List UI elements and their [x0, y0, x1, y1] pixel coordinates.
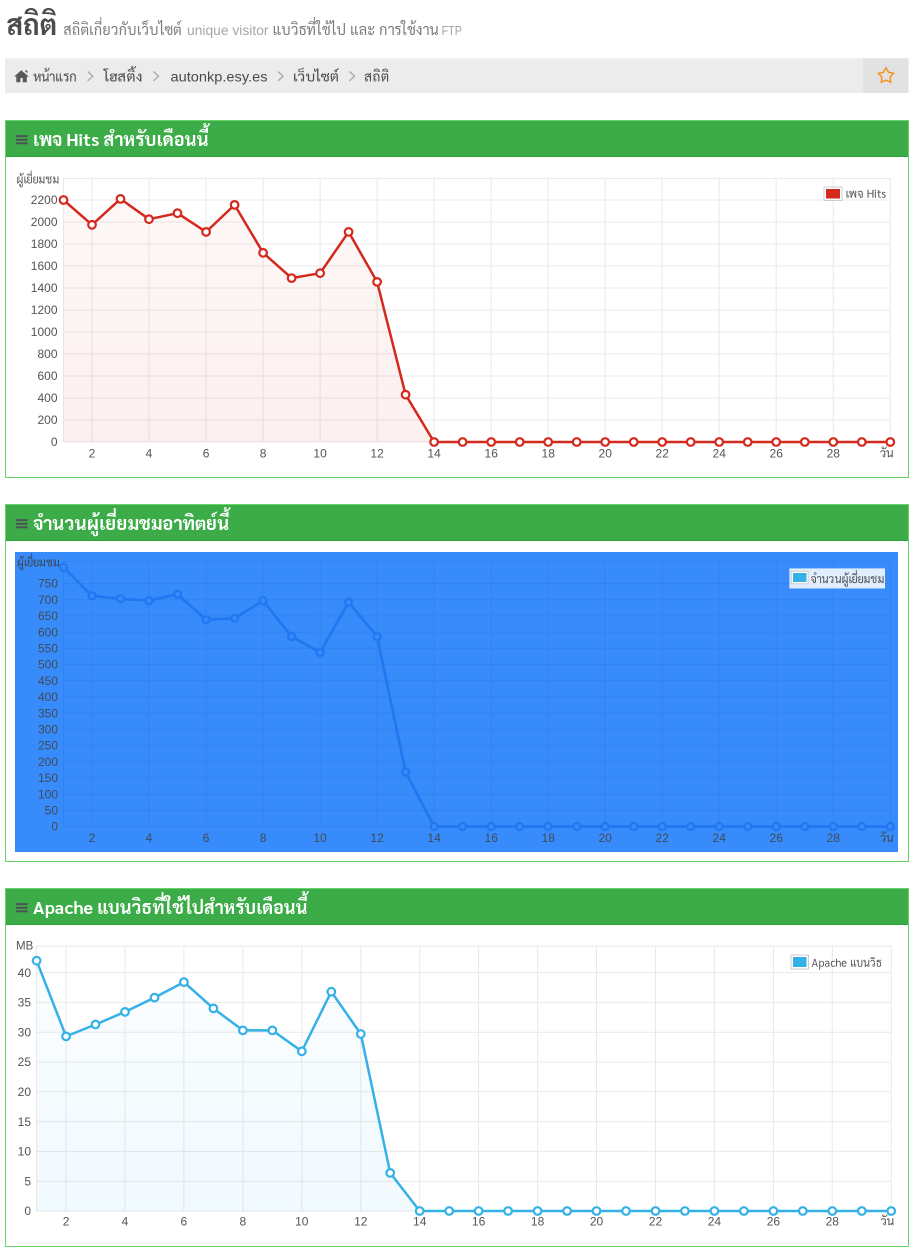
- svg-text:200: 200: [37, 413, 57, 427]
- svg-text:14: 14: [413, 1214, 427, 1228]
- svg-text:FTP: FTP: [442, 24, 463, 38]
- svg-text:22: 22: [656, 446, 670, 460]
- svg-text:550: 550: [38, 642, 58, 656]
- svg-text:MB: MB: [16, 941, 34, 953]
- svg-text:200: 200: [38, 755, 58, 769]
- svg-text:26: 26: [770, 446, 784, 460]
- svg-text:450: 450: [38, 674, 58, 688]
- svg-text:1400: 1400: [31, 281, 58, 295]
- svg-text:28: 28: [827, 446, 841, 460]
- svg-text:250: 250: [38, 739, 58, 753]
- svg-text:8: 8: [240, 1214, 247, 1228]
- svg-text:600: 600: [37, 369, 57, 383]
- svg-text:20: 20: [590, 1214, 604, 1228]
- svg-text:autonkp.esy.es: autonkp.esy.es: [171, 69, 268, 85]
- svg-text:16: 16: [485, 446, 499, 460]
- svg-text:50: 50: [45, 804, 59, 818]
- svg-text:750: 750: [38, 577, 58, 591]
- svg-text:2: 2: [89, 446, 96, 460]
- svg-text:15: 15: [18, 1115, 32, 1129]
- svg-text:100: 100: [38, 787, 58, 801]
- svg-text:18: 18: [542, 831, 556, 845]
- svg-text:16: 16: [485, 831, 499, 845]
- svg-text:10: 10: [313, 831, 327, 845]
- svg-text:2200: 2200: [31, 193, 58, 207]
- svg-text:unique visitor: unique visitor: [187, 23, 269, 38]
- svg-text:28: 28: [827, 831, 841, 845]
- svg-text:2: 2: [89, 831, 96, 845]
- svg-text:35: 35: [18, 996, 32, 1010]
- svg-text:0: 0: [24, 1204, 31, 1218]
- svg-text:4: 4: [146, 831, 153, 845]
- svg-text:400: 400: [37, 391, 57, 405]
- svg-text:1000: 1000: [31, 325, 58, 339]
- svg-text:8: 8: [260, 831, 267, 845]
- svg-text:20: 20: [599, 831, 613, 845]
- svg-text:24: 24: [713, 446, 727, 460]
- svg-text:400: 400: [38, 690, 58, 704]
- svg-text:16: 16: [472, 1214, 486, 1228]
- svg-text:24: 24: [708, 1214, 722, 1228]
- svg-text:2000: 2000: [31, 215, 58, 229]
- svg-text:18: 18: [531, 1214, 545, 1228]
- svg-text:1600: 1600: [31, 259, 58, 273]
- svg-text:600: 600: [38, 625, 58, 639]
- svg-text:12: 12: [370, 446, 384, 460]
- svg-text:12: 12: [354, 1214, 368, 1228]
- svg-text:1800: 1800: [31, 237, 58, 251]
- svg-text:20: 20: [18, 1085, 32, 1099]
- svg-text:26: 26: [770, 831, 784, 845]
- svg-text:28: 28: [826, 1214, 840, 1228]
- svg-text:500: 500: [38, 658, 58, 672]
- svg-text:700: 700: [38, 593, 58, 607]
- svg-text:4: 4: [122, 1214, 129, 1228]
- svg-text:6: 6: [181, 1214, 188, 1228]
- svg-text:22: 22: [649, 1214, 663, 1228]
- svg-text:6: 6: [203, 446, 210, 460]
- svg-text:40: 40: [18, 966, 32, 980]
- svg-text:5: 5: [24, 1174, 31, 1188]
- svg-text:8: 8: [260, 446, 267, 460]
- svg-text:30: 30: [18, 1025, 32, 1039]
- svg-text:1200: 1200: [31, 303, 58, 317]
- svg-text:18: 18: [542, 446, 556, 460]
- svg-text:4: 4: [146, 446, 153, 460]
- svg-text:650: 650: [38, 609, 58, 623]
- svg-text:12: 12: [370, 831, 384, 845]
- svg-text:26: 26: [767, 1214, 781, 1228]
- svg-text:350: 350: [38, 706, 58, 720]
- svg-text:10: 10: [18, 1145, 32, 1159]
- svg-text:10: 10: [295, 1214, 309, 1228]
- svg-text:10: 10: [313, 446, 327, 460]
- svg-text:6: 6: [203, 831, 210, 845]
- svg-text:20: 20: [599, 446, 613, 460]
- svg-text:150: 150: [38, 771, 58, 785]
- svg-text:0: 0: [51, 435, 58, 449]
- svg-text:800: 800: [37, 347, 57, 361]
- svg-text:14: 14: [427, 831, 441, 845]
- svg-text:14: 14: [427, 446, 441, 460]
- svg-text:22: 22: [656, 831, 670, 845]
- svg-text:2: 2: [63, 1214, 70, 1228]
- svg-text:0: 0: [51, 820, 58, 834]
- svg-text:300: 300: [38, 723, 58, 737]
- svg-text:25: 25: [18, 1055, 32, 1069]
- svg-text:24: 24: [713, 831, 727, 845]
